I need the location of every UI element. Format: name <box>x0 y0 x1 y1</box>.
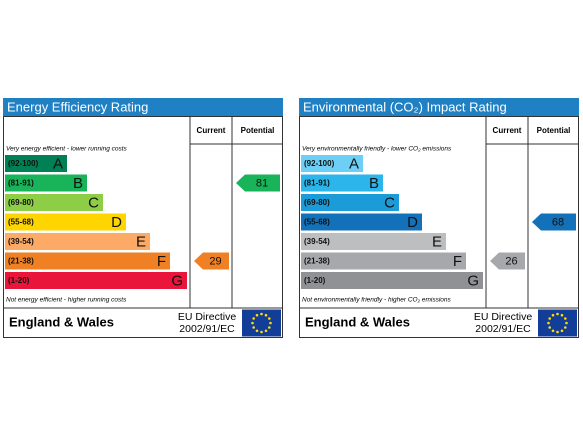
panel-frame <box>3 116 283 338</box>
band-letter: E <box>432 233 442 250</box>
rating-arrow <box>532 213 576 231</box>
panel-title: Environmental (CO₂) Impact Rating <box>303 99 507 114</box>
eu-star <box>251 321 254 325</box>
band-letter: G <box>171 272 183 289</box>
band-bar <box>5 213 126 231</box>
band-range: (39-54) <box>8 237 34 246</box>
eu-star <box>264 329 268 333</box>
band-letter: C <box>88 194 99 211</box>
band-range: (55-68) <box>304 218 330 227</box>
eu-star <box>252 317 256 320</box>
band-bar <box>5 194 103 211</box>
rating-value: 29 <box>209 255 221 267</box>
band-range: (69-80) <box>304 198 330 207</box>
eu-star <box>556 312 559 316</box>
top-note: Very energy efficient - lower running co… <box>6 146 128 153</box>
band-bar <box>5 155 67 172</box>
eu-star <box>255 313 259 317</box>
band-letter: E <box>136 233 146 250</box>
rating-arrow <box>490 252 525 270</box>
band-range: (21-38) <box>304 257 330 266</box>
eu-star <box>563 317 567 320</box>
band-letter: D <box>111 214 122 231</box>
title-bar <box>299 98 579 116</box>
band-range: (92-100) <box>8 159 39 168</box>
band-letter: D <box>407 214 418 231</box>
panel-title: Energy Efficiency Rating <box>7 99 148 114</box>
band-range: (1-20) <box>304 276 326 285</box>
rating-value: 68 <box>552 216 564 228</box>
eu-star <box>260 312 263 316</box>
band-bar <box>301 213 422 231</box>
band-bar <box>301 272 483 289</box>
header-potential: Potential <box>241 126 275 135</box>
directive-line-2: 2002/91/EC <box>475 323 531 335</box>
bottom-note: Not environmentally friendly - higher CO… <box>302 297 452 304</box>
eu-star <box>556 330 559 334</box>
band-letter: B <box>369 175 379 192</box>
eu-star <box>548 326 552 329</box>
band-range: (92-100) <box>304 159 335 168</box>
band-letter: A <box>53 155 63 172</box>
rating-panel: Energy Efficiency Rating Current Potential… <box>3 98 283 338</box>
header-current: Current <box>493 126 522 135</box>
eu-star <box>269 321 272 325</box>
rating-panel: Environmental (CO₂) Impact Rating Current… <box>299 98 579 338</box>
band-bar <box>301 155 363 172</box>
band-range: (1-20) <box>8 276 30 285</box>
band-letter: G <box>467 272 479 289</box>
eu-star <box>260 330 263 334</box>
band-bar <box>301 174 383 192</box>
region: England & Wales <box>9 314 114 329</box>
eu-star <box>547 321 550 325</box>
eu-star <box>560 313 564 317</box>
eu-star <box>563 326 567 329</box>
eu-star <box>252 326 256 329</box>
band-letter: F <box>157 253 166 270</box>
eu-star <box>548 317 552 320</box>
band-letter: C <box>384 194 395 211</box>
eu-star <box>267 326 271 329</box>
panel-frame <box>299 116 579 338</box>
rating-value: 81 <box>256 177 268 189</box>
eu-star <box>264 313 268 317</box>
eu-star <box>267 317 271 320</box>
eu-star <box>560 329 564 333</box>
band-letter: F <box>453 253 462 270</box>
band-letter: A <box>349 155 359 172</box>
band-range: (55-68) <box>8 218 34 227</box>
rating-value: 26 <box>505 255 517 267</box>
rating-arrow <box>194 252 229 270</box>
header-potential: Potential <box>537 126 571 135</box>
band-bar <box>301 252 466 270</box>
band-bar <box>301 233 446 250</box>
bottom-note: Not energy efficient - higher running co… <box>6 297 127 304</box>
top-note: Very environmentally friendly - lower CO… <box>302 146 452 153</box>
eu-star <box>551 329 555 333</box>
directive-line-2: 2002/91/EC <box>179 323 235 335</box>
band-letter: B <box>73 175 83 192</box>
eu-star <box>255 329 259 333</box>
band-range: (21-38) <box>8 257 34 266</box>
band-bar <box>5 252 170 270</box>
directive-line-1: EU Directive <box>474 311 533 323</box>
band-bar <box>5 233 150 250</box>
band-range: (39-54) <box>304 237 330 246</box>
eu-star <box>551 313 555 317</box>
band-bar <box>301 194 399 211</box>
header-current: Current <box>197 126 226 135</box>
directive-line-1: EU Directive <box>178 311 237 323</box>
eu-star <box>565 321 568 325</box>
title-bar <box>3 98 283 116</box>
band-range: (81-91) <box>8 179 34 188</box>
band-range: (69-80) <box>8 198 34 207</box>
band-range: (81-91) <box>304 179 330 188</box>
band-bar <box>5 272 187 289</box>
rating-arrow <box>236 174 280 192</box>
band-bar <box>5 174 87 192</box>
region: England & Wales <box>305 314 410 329</box>
